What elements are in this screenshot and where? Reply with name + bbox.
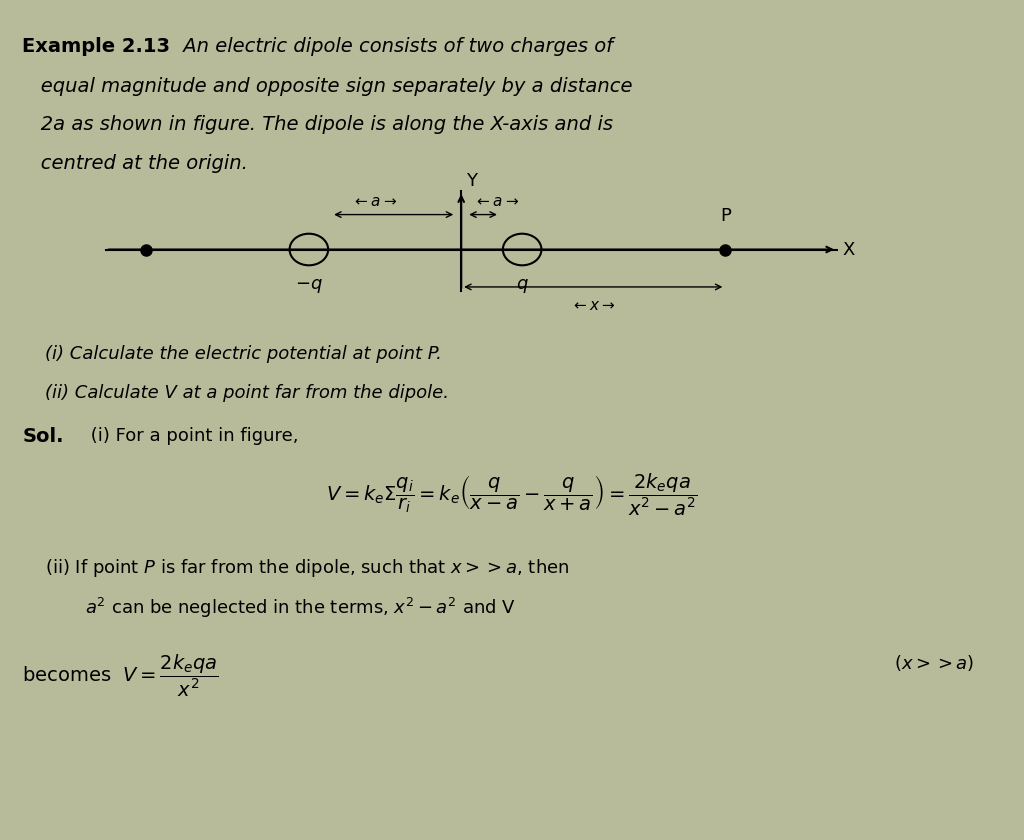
Text: (i) Calculate the electric potential at point P.: (i) Calculate the electric potential at … [45,345,441,363]
Text: Example 2.13: Example 2.13 [23,38,170,56]
Text: $q$: $q$ [516,277,528,295]
Text: An electric dipole consists of two charges of: An electric dipole consists of two charg… [177,38,612,56]
Text: 2a as shown in figure. The dipole is along the X-axis and is: 2a as shown in figure. The dipole is alo… [23,115,613,134]
Text: X: X [842,240,854,259]
Text: becomes  $V = \dfrac{2k_e qa}{x^2}$: becomes $V = \dfrac{2k_e qa}{x^2}$ [23,653,219,700]
Text: (i) For a point in figure,: (i) For a point in figure, [85,427,299,444]
Text: P: P [720,207,731,224]
Text: $\leftarrow x \rightarrow$: $\leftarrow x \rightarrow$ [570,297,615,312]
Text: (ii) Calculate V at a point far from the dipole.: (ii) Calculate V at a point far from the… [45,384,449,402]
Text: $V = k_e \Sigma \dfrac{q_i}{r_i} = k_e\left(\dfrac{q}{x-a} - \dfrac{q}{x+a}\righ: $V = k_e \Sigma \dfrac{q_i}{r_i} = k_e\l… [326,471,698,518]
Text: equal magnitude and opposite sign separately by a distance: equal magnitude and opposite sign separa… [23,76,633,96]
Text: $\leftarrow a \rightarrow$: $\leftarrow a \rightarrow$ [474,194,519,209]
Text: $-q$: $-q$ [295,277,323,295]
Text: $a^2$ can be neglected in the terms, $x^2 - a^2$ and V: $a^2$ can be neglected in the terms, $x^… [45,596,515,621]
Text: $\leftarrow a \rightarrow$: $\leftarrow a \rightarrow$ [352,194,397,209]
Text: $(x >> a)$: $(x >> a)$ [894,653,974,673]
Text: centred at the origin.: centred at the origin. [23,154,249,173]
Text: Y: Y [466,171,477,190]
Text: (ii) If point $P$ is far from the dipole, such that $x >> a$, then: (ii) If point $P$ is far from the dipole… [45,557,569,580]
Text: Sol.: Sol. [23,427,63,446]
